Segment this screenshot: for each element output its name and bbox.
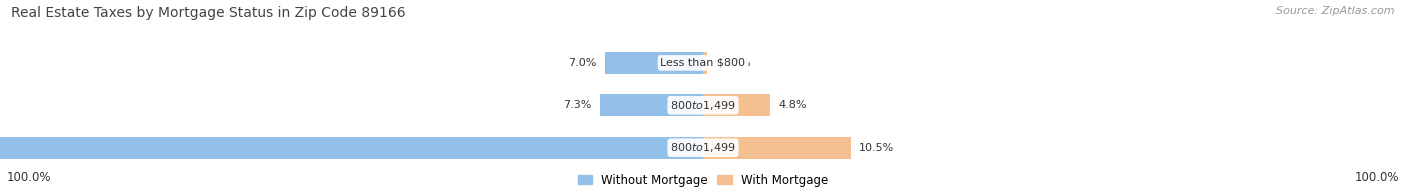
Bar — [0, 137, 703, 159]
Text: Source: ZipAtlas.com: Source: ZipAtlas.com — [1277, 6, 1395, 16]
Text: 10.5%: 10.5% — [859, 143, 894, 153]
Bar — [703, 52, 707, 74]
Text: 4.8%: 4.8% — [779, 100, 807, 110]
Bar — [703, 94, 770, 116]
Bar — [605, 52, 703, 74]
Legend: Without Mortgage, With Mortgage: Without Mortgage, With Mortgage — [578, 174, 828, 187]
Text: $800 to $1,499: $800 to $1,499 — [671, 141, 735, 154]
Text: $800 to $1,499: $800 to $1,499 — [671, 99, 735, 112]
Text: 100.0%: 100.0% — [1354, 172, 1399, 184]
Text: Real Estate Taxes by Mortgage Status in Zip Code 89166: Real Estate Taxes by Mortgage Status in … — [11, 6, 406, 20]
Text: 7.0%: 7.0% — [568, 58, 596, 68]
Bar — [703, 137, 851, 159]
Text: 7.3%: 7.3% — [564, 100, 592, 110]
Text: Less than $800: Less than $800 — [661, 58, 745, 68]
Text: 0.27%: 0.27% — [716, 58, 751, 68]
Bar — [600, 94, 703, 116]
Text: 100.0%: 100.0% — [7, 172, 52, 184]
